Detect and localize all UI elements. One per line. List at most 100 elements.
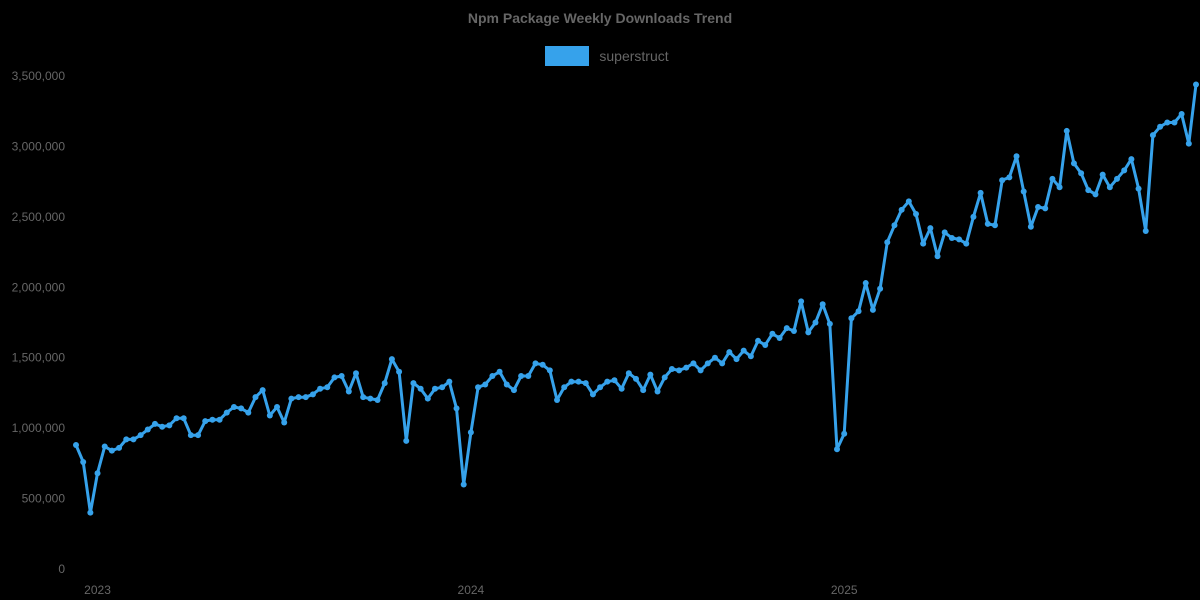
- data-point[interactable]: [467, 429, 474, 436]
- data-point[interactable]: [905, 198, 912, 205]
- data-point[interactable]: [403, 437, 410, 444]
- data-point[interactable]: [568, 378, 575, 385]
- data-point[interactable]: [417, 385, 424, 392]
- data-point[interactable]: [726, 349, 733, 356]
- data-point[interactable]: [582, 380, 589, 387]
- data-point[interactable]: [755, 337, 762, 344]
- data-point[interactable]: [769, 330, 776, 337]
- data-point[interactable]: [604, 378, 611, 385]
- data-point[interactable]: [697, 367, 704, 374]
- data-point[interactable]: [1078, 170, 1085, 177]
- data-point[interactable]: [597, 384, 604, 391]
- data-point[interactable]: [1142, 227, 1149, 234]
- data-point[interactable]: [496, 368, 503, 375]
- data-point[interactable]: [948, 234, 955, 241]
- data-point[interactable]: [94, 470, 101, 477]
- data-point[interactable]: [331, 374, 338, 381]
- data-point[interactable]: [676, 367, 683, 374]
- data-point[interactable]: [532, 360, 539, 367]
- data-point[interactable]: [762, 342, 769, 349]
- data-point[interactable]: [934, 253, 941, 260]
- data-point[interactable]: [869, 306, 876, 313]
- data-point[interactable]: [561, 384, 568, 391]
- data-point[interactable]: [137, 432, 144, 439]
- data-point[interactable]: [956, 236, 963, 243]
- data-point[interactable]: [819, 301, 826, 308]
- data-point[interactable]: [834, 446, 841, 453]
- data-point[interactable]: [1027, 223, 1034, 230]
- data-point[interactable]: [302, 394, 309, 401]
- data-point[interactable]: [1178, 111, 1185, 118]
- data-point[interactable]: [1063, 127, 1070, 134]
- data-point[interactable]: [101, 443, 108, 450]
- data-point[interactable]: [123, 436, 130, 443]
- data-point[interactable]: [130, 436, 137, 443]
- data-point[interactable]: [460, 481, 467, 488]
- data-point[interactable]: [1042, 205, 1049, 212]
- data-point[interactable]: [920, 240, 927, 247]
- data-point[interactable]: [1049, 175, 1056, 182]
- data-point[interactable]: [1157, 123, 1164, 130]
- data-point[interactable]: [647, 371, 654, 378]
- data-point[interactable]: [1092, 191, 1099, 198]
- data-point[interactable]: [776, 334, 783, 341]
- data-point[interactable]: [963, 240, 970, 247]
- data-point[interactable]: [977, 189, 984, 196]
- data-point[interactable]: [1185, 140, 1192, 147]
- data-point[interactable]: [367, 395, 374, 402]
- data-point[interactable]: [575, 378, 582, 385]
- data-point[interactable]: [1114, 175, 1121, 182]
- data-point[interactable]: [360, 394, 367, 401]
- data-point[interactable]: [539, 361, 546, 368]
- data-point[interactable]: [927, 225, 934, 232]
- data-point[interactable]: [187, 432, 194, 439]
- data-point[interactable]: [654, 388, 661, 395]
- data-point[interactable]: [812, 319, 819, 326]
- data-point[interactable]: [245, 409, 252, 416]
- data-point[interactable]: [970, 213, 977, 220]
- data-point[interactable]: [503, 381, 510, 388]
- data-point[interactable]: [1171, 119, 1178, 126]
- data-point[interactable]: [216, 416, 223, 423]
- data-point[interactable]: [525, 373, 532, 380]
- data-point[interactable]: [1106, 184, 1113, 191]
- data-point[interactable]: [711, 354, 718, 361]
- data-point[interactable]: [489, 373, 496, 380]
- data-point[interactable]: [913, 211, 919, 218]
- data-point[interactable]: [618, 385, 625, 392]
- data-point[interactable]: [1193, 81, 1199, 88]
- data-point[interactable]: [633, 375, 639, 382]
- data-point[interactable]: [475, 384, 482, 391]
- data-point[interactable]: [747, 353, 754, 360]
- data-point[interactable]: [884, 239, 891, 246]
- data-point[interactable]: [446, 378, 453, 385]
- data-point[interactable]: [984, 220, 991, 227]
- data-point[interactable]: [209, 416, 216, 423]
- data-point[interactable]: [862, 280, 869, 287]
- data-point[interactable]: [431, 385, 438, 392]
- data-point[interactable]: [941, 229, 948, 236]
- data-point[interactable]: [238, 405, 245, 412]
- data-point[interactable]: [625, 370, 632, 377]
- data-point[interactable]: [898, 206, 905, 213]
- data-point[interactable]: [546, 367, 553, 374]
- data-point[interactable]: [1006, 174, 1013, 181]
- data-point[interactable]: [1020, 188, 1027, 195]
- data-point[interactable]: [719, 360, 726, 367]
- data-point[interactable]: [1121, 167, 1128, 174]
- data-point[interactable]: [1149, 132, 1156, 139]
- data-point[interactable]: [116, 444, 123, 451]
- data-point[interactable]: [518, 373, 525, 380]
- data-point[interactable]: [790, 327, 797, 334]
- data-point[interactable]: [611, 377, 618, 384]
- data-point[interactable]: [891, 222, 898, 229]
- data-point[interactable]: [266, 412, 273, 419]
- data-point[interactable]: [166, 422, 173, 429]
- data-point[interactable]: [295, 394, 302, 401]
- data-point[interactable]: [704, 360, 711, 367]
- data-point[interactable]: [991, 222, 998, 229]
- data-point[interactable]: [424, 395, 431, 402]
- data-point[interactable]: [252, 394, 259, 401]
- data-point[interactable]: [396, 368, 403, 375]
- data-point[interactable]: [338, 373, 345, 380]
